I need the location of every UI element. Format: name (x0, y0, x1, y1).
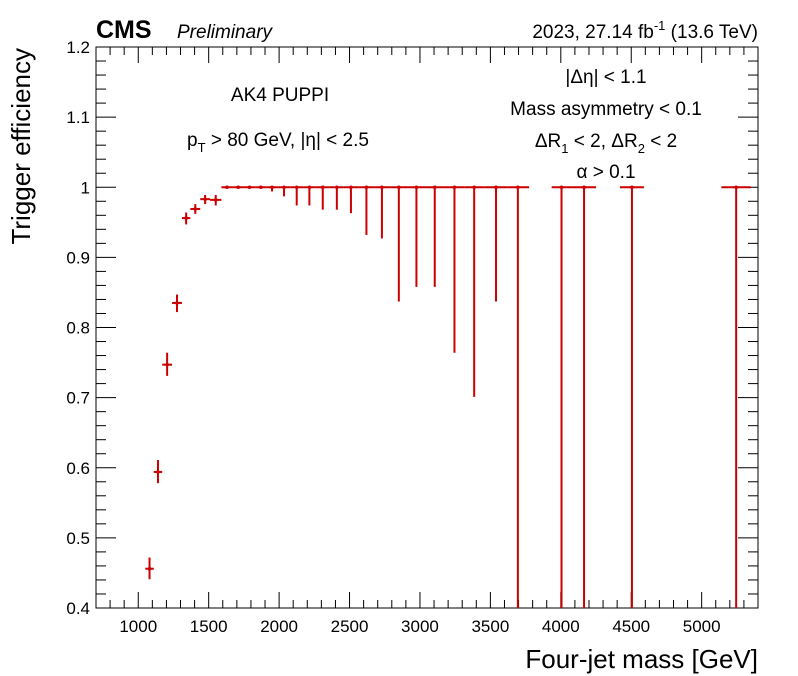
point-marker (414, 185, 419, 190)
x-tick-label: 2000 (260, 617, 298, 636)
y-tick-label: 0.6 (66, 459, 90, 478)
pt-eta-cut-label: pT > 80 GeV, |η| < 2.5 (187, 130, 369, 155)
data-point (507, 185, 530, 608)
point-marker (225, 185, 229, 190)
data-point (390, 185, 408, 302)
lumi-energy: (13.6 TeV) (665, 22, 758, 43)
data-point (407, 185, 426, 287)
point-marker (165, 362, 169, 367)
data-point (243, 185, 256, 190)
data-point (232, 185, 244, 190)
data-point (145, 557, 154, 580)
point-marker (184, 216, 188, 220)
point-marker (236, 185, 241, 190)
data-point (266, 185, 279, 192)
data-point (200, 194, 211, 205)
data-point (425, 185, 445, 287)
point-marker (247, 185, 252, 190)
point-marker (516, 185, 520, 190)
jet-algo-label: AK4 PUPPI (231, 85, 329, 106)
status-label: Preliminary (177, 22, 274, 43)
data-point (329, 185, 344, 210)
alpha-cut-label: α > 0.1 (576, 162, 635, 183)
point-marker (335, 185, 339, 190)
y-tick-label: 0.9 (66, 248, 90, 267)
lumi-prefix: 2023, 27.14 fb (532, 22, 654, 43)
data-point (464, 185, 485, 397)
x-tick-label: 1500 (190, 617, 228, 636)
data-point (551, 185, 573, 608)
axis-ticks: 1000 1500 2000 2500 3000 3500 4000 4500 5000 0.4 0… (66, 38, 759, 636)
data-point (221, 185, 233, 190)
point-marker (472, 185, 476, 190)
point-marker (397, 185, 401, 190)
x-tick-label: 5000 (683, 617, 721, 636)
x-tick-label: 4000 (542, 617, 580, 636)
point-marker (734, 185, 738, 190)
point-marker (582, 185, 586, 190)
point-marker (494, 185, 498, 190)
data-point (343, 185, 359, 214)
data-point (210, 194, 222, 206)
point-marker (258, 185, 263, 190)
data-point (315, 185, 330, 210)
point-marker (282, 185, 286, 190)
x-tick-label: 3500 (471, 617, 509, 636)
data-point (721, 185, 751, 608)
x-axis-title: Four-jet mass [GeV] (525, 644, 758, 674)
y-tick-label: 0.7 (66, 389, 90, 408)
data-point (153, 460, 163, 484)
point-marker (432, 185, 437, 190)
data-point (190, 204, 201, 214)
point-marker (175, 301, 179, 305)
point-marker (307, 185, 312, 190)
y-tick-label: 1.1 (66, 108, 90, 127)
y-tick-label: 1.2 (66, 38, 90, 57)
experiment-label: CMS (96, 16, 152, 44)
point-marker (270, 185, 274, 190)
data-point (358, 185, 375, 235)
data-point (255, 185, 267, 190)
x-tick-label: 1000 (119, 617, 157, 636)
y-tick-label: 0.4 (66, 599, 90, 618)
data-point (162, 352, 173, 376)
point-marker (294, 185, 299, 190)
data-point (444, 185, 465, 353)
y-tick-label: 0.5 (66, 529, 90, 548)
data-point (572, 185, 597, 608)
point-marker (320, 185, 325, 190)
delta-r-cut-label: ΔR1 < 2, ΔR2 < 2 (535, 131, 677, 156)
point-marker (452, 185, 457, 190)
data-markers (145, 185, 751, 608)
y-axis-title: Trigger efficiency (6, 48, 36, 245)
data-point (278, 185, 291, 197)
point-marker (193, 207, 198, 211)
x-tick-label: 2500 (331, 617, 369, 636)
point-marker (364, 185, 369, 190)
point-marker (147, 566, 152, 571)
point-marker (203, 197, 207, 201)
y-tick-label: 0.8 (66, 319, 90, 338)
point-marker (213, 198, 218, 202)
mass-asymmetry-label: Mass asymmetry < 0.1 (510, 99, 702, 120)
data-point (303, 185, 316, 206)
point-marker (349, 185, 353, 190)
data-point (290, 185, 304, 206)
x-tick-label: 4500 (612, 617, 650, 636)
point-marker (559, 185, 564, 190)
lumi-exponent: -1 (654, 18, 666, 33)
data-point (181, 212, 191, 225)
y-tick-label: 1 (81, 178, 90, 197)
point-marker (156, 470, 160, 474)
lumi-label: 2023, 27.14 fb-1 (13.6 TeV) (532, 18, 758, 43)
point-marker (380, 185, 384, 190)
deta-cut-label: |Δη| < 1.1 (565, 67, 646, 88)
data-point (484, 185, 508, 302)
data-point (374, 185, 391, 239)
data-point (172, 294, 182, 313)
point-marker (630, 185, 634, 190)
x-tick-label: 3000 (401, 617, 439, 636)
data-point (619, 185, 644, 608)
